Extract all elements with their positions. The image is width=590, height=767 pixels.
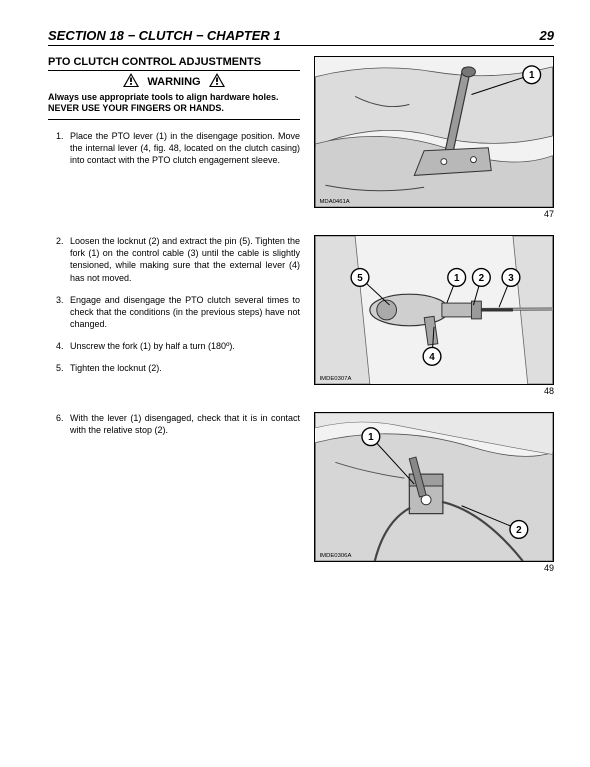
steps-list-a: Place the PTO lever (1) in the disengage… bbox=[48, 130, 300, 166]
callout-1: 1 bbox=[454, 273, 460, 284]
page-header: SECTION 18 − CLUTCH − CHAPTER 1 29 bbox=[48, 28, 554, 43]
step-item: Engage and disengage the PTO clutch seve… bbox=[66, 294, 300, 330]
callout-1: 1 bbox=[368, 432, 374, 443]
figure-ref: IMDE0306A bbox=[320, 553, 352, 559]
warning-triangle-icon bbox=[123, 73, 139, 90]
header-rule bbox=[48, 45, 554, 46]
warning-label: WARNING bbox=[147, 76, 200, 88]
step-item: Tighten the locknut (2). bbox=[66, 362, 300, 374]
callout-2: 2 bbox=[479, 273, 485, 284]
callout-2: 2 bbox=[516, 525, 522, 536]
callout-5: 5 bbox=[357, 273, 363, 284]
step-item: Loosen the locknut (2) and extract the p… bbox=[66, 235, 300, 284]
callout-1: 1 bbox=[529, 70, 535, 81]
figure-ref: IMDE0307A bbox=[320, 376, 352, 382]
step-item: With the lever (1) disengaged, check tha… bbox=[66, 412, 300, 436]
row-3: With the lever (1) disengaged, check tha… bbox=[48, 412, 554, 587]
row-2: Loosen the locknut (2) and extract the p… bbox=[48, 235, 554, 410]
left-column-2: Loosen the locknut (2) and extract the p… bbox=[48, 235, 300, 384]
step-item: Unscrew the fork (1) by half a turn (180… bbox=[66, 340, 300, 352]
procedure-title: PTO CLUTCH CONTROL ADJUSTMENTS bbox=[48, 56, 300, 68]
warning-text: Always use appropriate tools to align ha… bbox=[48, 92, 300, 115]
figure-number: 48 bbox=[314, 386, 554, 396]
right-column-3: 1 2 IMDE0306A 49 bbox=[314, 412, 554, 587]
figure-number: 49 bbox=[314, 563, 554, 573]
callout-4: 4 bbox=[429, 352, 435, 363]
section-header-text: SECTION 18 − CLUTCH − CHAPTER 1 bbox=[48, 28, 281, 43]
callout-3: 3 bbox=[508, 273, 514, 284]
figure-49: 1 2 IMDE0306A bbox=[314, 412, 554, 562]
left-column-1: PTO CLUTCH CONTROL ADJUSTMENTS WARNING bbox=[48, 56, 300, 176]
figure-ref: MDA0461A bbox=[320, 199, 350, 205]
manual-page: SECTION 18 − CLUTCH − CHAPTER 1 29 PTO C… bbox=[0, 0, 590, 609]
figure-number: 47 bbox=[314, 209, 554, 219]
page-number: 29 bbox=[540, 28, 554, 43]
steps-list-c: With the lever (1) disengaged, check tha… bbox=[48, 412, 300, 436]
left-column-3: With the lever (1) disengaged, check tha… bbox=[48, 412, 300, 446]
warning-triangle-icon bbox=[209, 73, 225, 90]
figure-47: 1 MDA0461A bbox=[314, 56, 554, 208]
step-item: Place the PTO lever (1) in the disengage… bbox=[66, 130, 300, 166]
row-1: PTO CLUTCH CONTROL ADJUSTMENTS WARNING bbox=[48, 56, 554, 233]
figure-48: 5 1 2 3 4 IMDE0307A bbox=[314, 235, 554, 385]
right-column-1: 1 MDA0461A 47 bbox=[314, 56, 554, 233]
warning-head: WARNING bbox=[48, 73, 300, 90]
warning-box: WARNING Always use appropriate tools to … bbox=[48, 70, 300, 120]
steps-list-b: Loosen the locknut (2) and extract the p… bbox=[48, 235, 300, 374]
right-column-2: 5 1 2 3 4 IMDE0307A 48 bbox=[314, 235, 554, 410]
